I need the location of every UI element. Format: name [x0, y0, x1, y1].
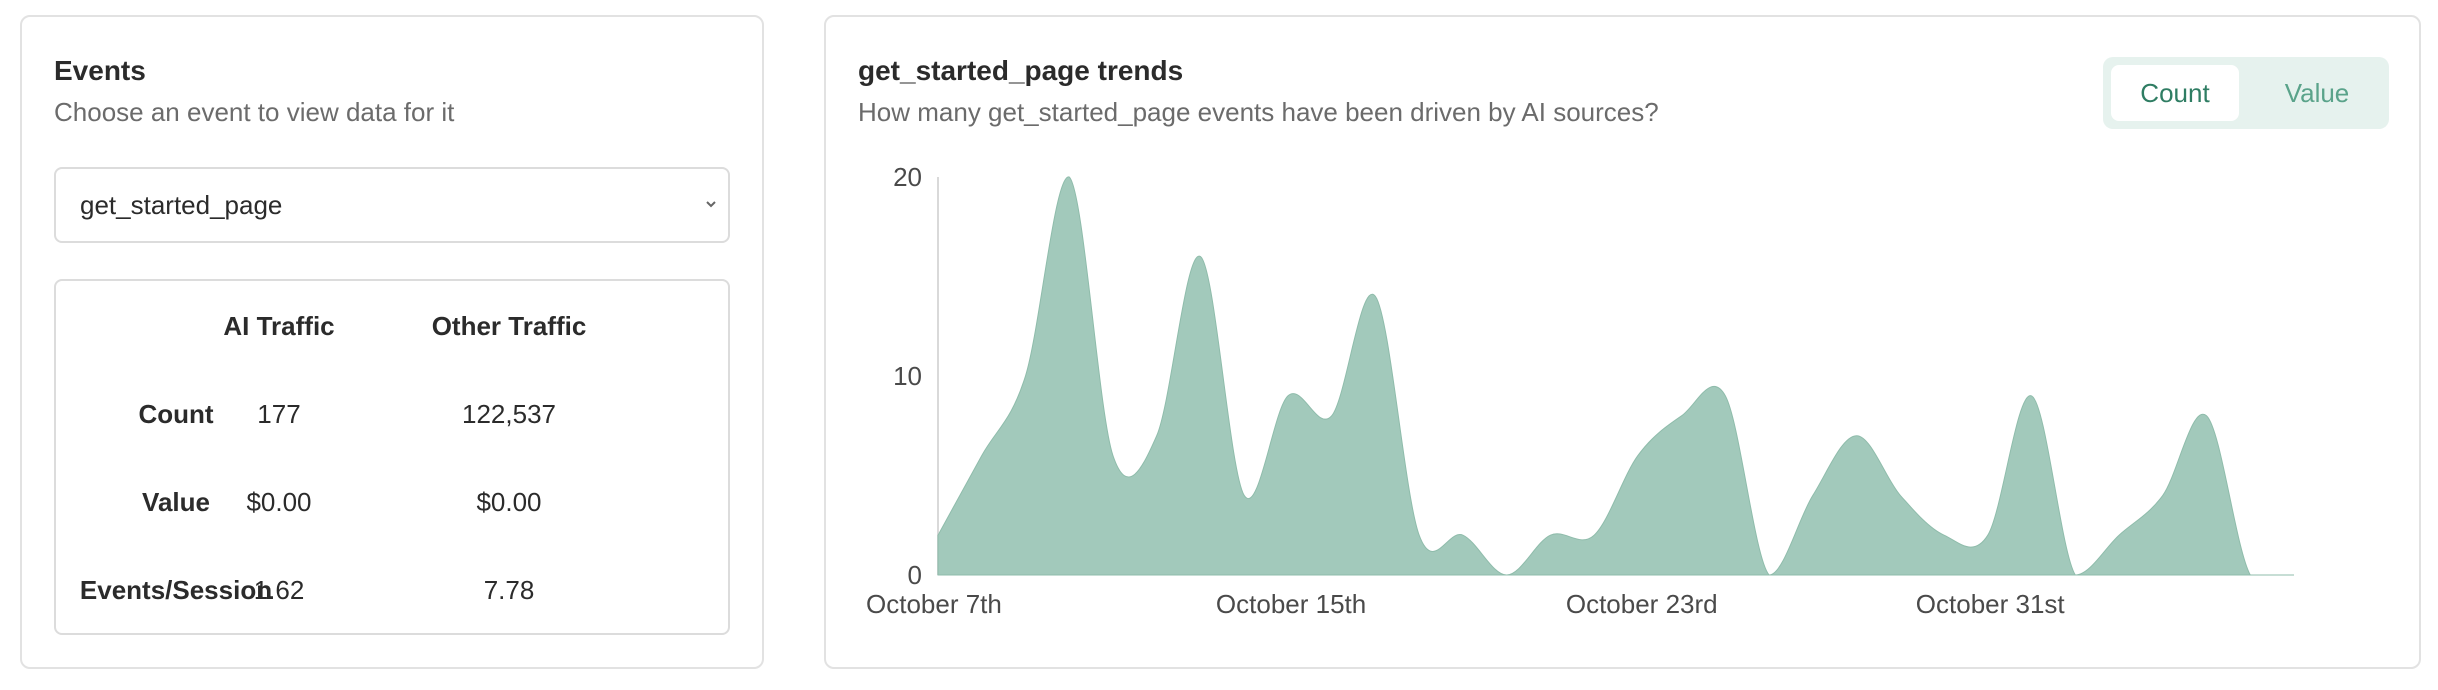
event-stats-table: AI Traffic Other Traffic Count 177 122,5…: [54, 279, 730, 635]
trends-title: get_started_page trends: [858, 55, 1184, 86]
ai-value-value: $0.00: [246, 487, 312, 517]
y-tick-label: 20: [893, 162, 922, 192]
x-tick-label: October 31st: [1916, 589, 2066, 619]
col-header-other-traffic: Other Traffic: [431, 311, 587, 341]
toggle-count-button[interactable]: Count: [2111, 65, 2239, 121]
x-tick-label: October 7th: [866, 589, 1002, 619]
other-events-per-session-value: 7.78: [483, 575, 535, 605]
other-value-value: $0.00: [476, 487, 542, 517]
series-area: [937, 176, 2294, 576]
trends-area-chart: 0 10 20 October 7th October 15th October 23rd…: [866, 162, 2294, 619]
toggle-value-button[interactable]: Value: [2284, 77, 2350, 108]
events-card: Events Choose an event to view data for …: [20, 15, 764, 669]
col-header-ai-traffic: AI Traffic: [223, 311, 335, 341]
row-label-value: Value: [142, 487, 210, 517]
event-select-value: get_started_page: [80, 189, 283, 220]
y-tick-label: 10: [893, 361, 922, 391]
other-count-value: 122,537: [462, 399, 556, 429]
events-title: Events: [54, 55, 146, 86]
events-subtitle: Choose an event to view data for it: [54, 97, 455, 127]
trends-card: get_started_page trends How many get_sta…: [824, 15, 2421, 669]
row-label-events-per-session: Events/Session: [79, 575, 273, 605]
x-tick-label: October 23rd: [1566, 589, 1718, 619]
y-tick-label: 0: [908, 560, 922, 590]
row-label-count: Count: [138, 399, 214, 429]
count-value-toggle: Count Value: [2103, 57, 2389, 129]
event-select-dropdown[interactable]: get_started_page: [54, 167, 730, 243]
chevron-down-icon: [706, 201, 716, 208]
trends-subtitle: How many get_started_page events have be…: [858, 97, 1659, 127]
ai-count-value: 177: [257, 399, 301, 429]
ai-events-per-session-value: 1.62: [253, 575, 305, 605]
x-tick-label: October 15th: [1216, 589, 1366, 619]
